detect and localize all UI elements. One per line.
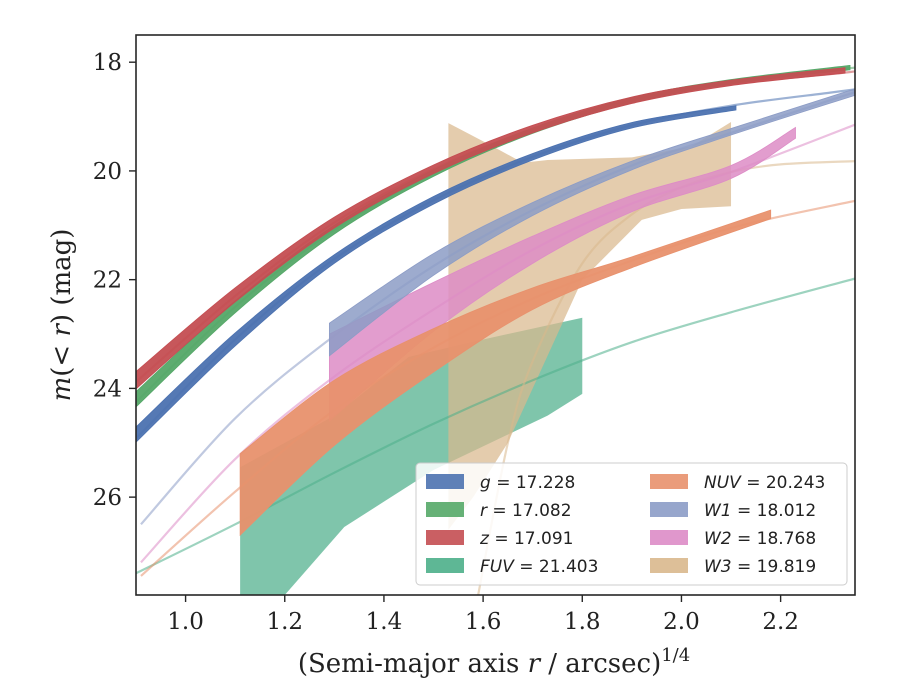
legend-swatch-g <box>426 474 464 489</box>
x-axis: 1.0 1.2 1.4 1.6 1.8 2.0 2.2 <box>167 595 799 635</box>
y-axis: 18 20 22 24 26 <box>93 50 136 511</box>
legend-label-g: g = 17.228 <box>480 473 575 493</box>
data-ribbon-z <box>136 67 846 390</box>
plot-frame <box>135 34 856 596</box>
legend-label-fuv: FUV = 21.403 <box>480 557 598 577</box>
legend-swatch-z <box>426 530 464 545</box>
y-tick-label: 20 <box>93 159 122 185</box>
y-tick-label: 22 <box>93 268 122 294</box>
data-ribbon-w1 <box>328 88 855 357</box>
x-tick-label: 1.8 <box>564 609 601 635</box>
legend-swatch-fuv <box>426 558 464 573</box>
legend-swatch-w1 <box>650 502 688 517</box>
data-ribbon-w2 <box>328 126 796 422</box>
legend-label-w1: W1 = 18.012 <box>704 501 816 521</box>
legend: g = 17.228 r = 17.082 z = 17.091 FUV = 21.4… <box>415 462 848 586</box>
model-curve-w3 <box>477 160 855 595</box>
legend-label-z: z = 17.091 <box>479 529 573 549</box>
data-ribbon-nuv <box>239 209 772 537</box>
x-tick-label: 2.2 <box>762 609 799 635</box>
legend-frame <box>415 462 848 586</box>
legend-label-w2: W2 = 18.768 <box>704 529 816 549</box>
x-tick-label: 2.0 <box>663 609 700 635</box>
x-tick-label: 1.2 <box>266 609 303 635</box>
band-w3 <box>448 121 732 530</box>
x-tick-label: 1.6 <box>465 609 502 635</box>
y-axis-label: m(< r) (mag) <box>47 229 77 402</box>
legend-swatch-w3 <box>650 558 688 573</box>
legend-label-w3: W3 = 19.819 <box>704 557 816 577</box>
y-tick-label: 24 <box>93 376 122 402</box>
x-tick-label: 1.4 <box>366 609 403 635</box>
legend-swatch-w2 <box>650 530 688 545</box>
y-tick-label: 26 <box>93 485 122 511</box>
y-tick-label: 18 <box>93 50 122 76</box>
x-axis-label: (Semi-major axis r / arcsec)1/4 <box>298 645 690 679</box>
x-tick-label: 1.0 <box>167 609 204 635</box>
legend-swatch-nuv <box>650 474 688 489</box>
legend-label-nuv: NUV = 20.243 <box>704 473 825 493</box>
legend-label-r: r = 17.082 <box>480 501 572 521</box>
legend-swatch-r <box>426 502 464 517</box>
data-ribbon-g <box>136 105 737 443</box>
